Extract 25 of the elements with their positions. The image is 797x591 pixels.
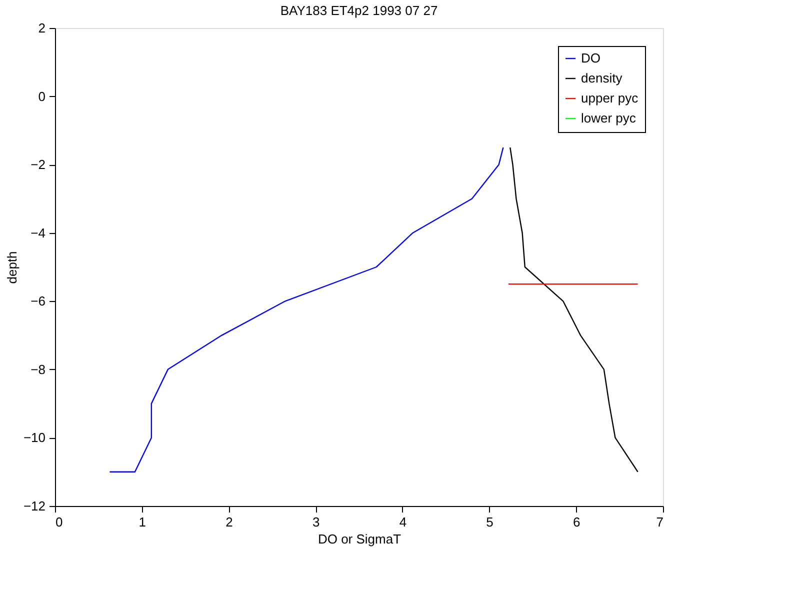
- y-axis-title: depth: [4, 251, 20, 284]
- chart-title: BAY183 ET4p2 1993 07 27: [280, 3, 438, 18]
- y-tick-label: 2: [38, 20, 46, 36]
- legend-label: density: [581, 70, 623, 86]
- x-tick-label: 5: [486, 514, 494, 530]
- x-tick-label: 4: [399, 514, 407, 530]
- y-tick-label: −10: [23, 430, 46, 446]
- x-tick-label: 7: [656, 514, 664, 530]
- y-tick-label: −8: [30, 362, 46, 377]
- legend-label: DO: [581, 50, 600, 66]
- legend-label: upper pyc: [581, 90, 639, 106]
- x-tick-label: 0: [56, 514, 63, 530]
- legend-label: lower pyc: [581, 110, 636, 126]
- x-tick-label: 2: [226, 514, 233, 530]
- y-tick-label: −2: [30, 157, 46, 172]
- x-tick-label: 3: [312, 514, 320, 530]
- x-tick-label: 1: [138, 514, 146, 530]
- y-tick-label: 0: [38, 88, 46, 104]
- x-tick-label: 6: [573, 514, 580, 530]
- line-series: [109, 146, 504, 472]
- y-tick-label: −12: [23, 498, 46, 514]
- y-tick-label: −6: [30, 294, 46, 309]
- y-tick-label: −4: [30, 225, 46, 240]
- line-series: [510, 146, 638, 472]
- x-axis-title: DO or SigmaT: [318, 532, 402, 546]
